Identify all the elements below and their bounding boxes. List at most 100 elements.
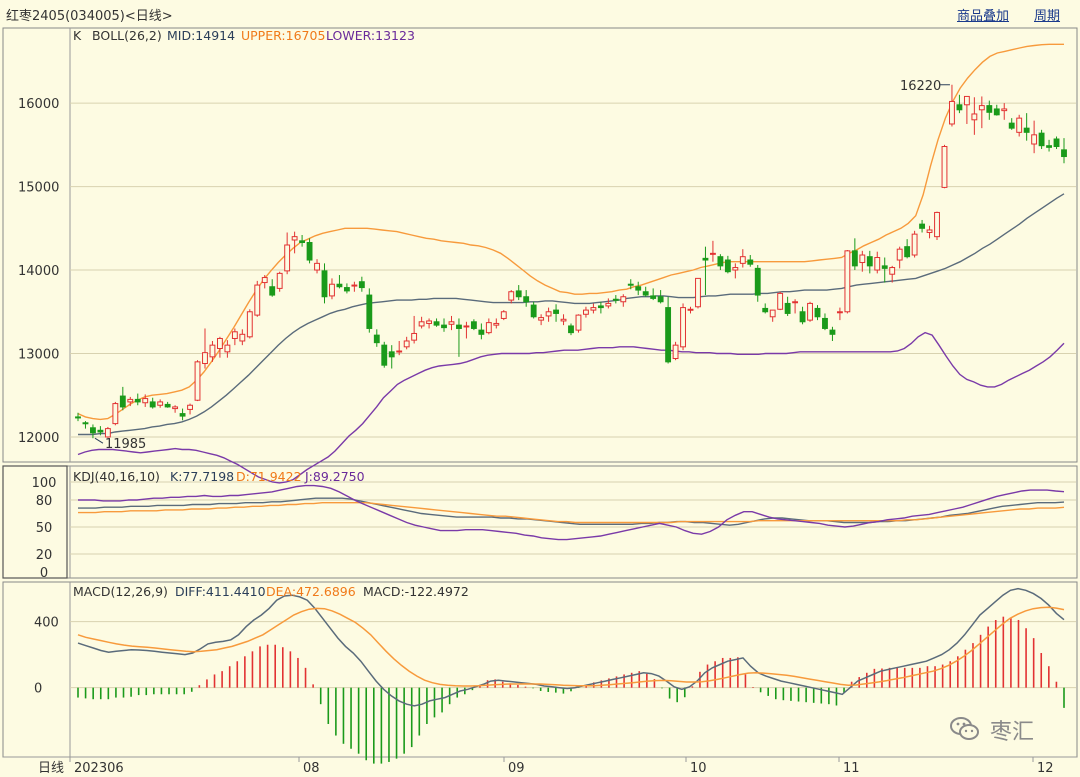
candle-body — [792, 301, 799, 304]
candle-body — [993, 108, 1000, 116]
y-tick-label: 13000 — [18, 348, 59, 363]
candle-body — [911, 233, 918, 256]
candle-body — [224, 344, 231, 353]
panel-frames — [2, 27, 1078, 758]
candle-body — [560, 318, 567, 322]
macd-diff-line — [77, 587, 1065, 707]
candle-body — [904, 246, 911, 258]
candle-body — [956, 104, 963, 111]
boll-k-label: K — [73, 28, 82, 43]
candle-body — [1053, 138, 1060, 148]
candle-body — [119, 395, 126, 408]
candle-body — [433, 321, 440, 326]
candle-body — [97, 429, 104, 433]
candle-body — [172, 406, 179, 410]
candle-body — [829, 329, 836, 335]
kdj-y-tick-label: 100 — [32, 476, 57, 491]
period-label: 日线 — [38, 761, 64, 776]
candle-body — [291, 236, 298, 241]
candle-body — [1046, 145, 1052, 148]
candle-body — [470, 321, 477, 329]
candle-body — [1031, 134, 1038, 145]
candle-body — [388, 351, 395, 358]
period-link[interactable]: 周期 — [1034, 9, 1061, 24]
candle-body — [769, 309, 776, 318]
candle-body — [807, 302, 813, 321]
macd-y-tick-label: 0 — [34, 682, 42, 697]
x-tick-label: 11 — [843, 761, 860, 776]
candle-body — [859, 254, 866, 264]
boll-mid-line — [78, 193, 1065, 436]
candle-body — [754, 267, 761, 296]
y-tick-label: 15000 — [18, 181, 59, 196]
candle-body — [343, 287, 350, 292]
kdj-panel — [78, 484, 1065, 541]
kdj-j-line — [78, 484, 1065, 541]
candle-body — [104, 428, 111, 438]
candle-body — [336, 283, 343, 288]
candle-body — [149, 401, 156, 408]
candle-body — [157, 401, 164, 406]
candle-body — [500, 311, 507, 319]
candle-body — [777, 292, 784, 310]
boll-label: BOLL(26,2) — [92, 28, 162, 43]
candle-body — [396, 350, 403, 353]
candle-body — [209, 344, 216, 358]
panel-frame — [2, 581, 1078, 758]
candle-body — [941, 146, 948, 188]
candle-body — [254, 284, 261, 316]
candle-body — [739, 256, 746, 264]
candle-body — [299, 240, 306, 243]
candle-body — [709, 252, 716, 255]
candle-body — [493, 322, 500, 326]
candle-body — [373, 334, 380, 344]
candle-body — [418, 321, 425, 327]
candle-body — [1016, 117, 1023, 133]
candle-body — [590, 307, 597, 311]
candle-body — [822, 317, 828, 329]
candle-body — [978, 105, 985, 111]
kdj-label: KDJ(40,16,10) — [73, 469, 160, 484]
panel-frame — [2, 465, 1078, 579]
x-tick-label: 09 — [508, 761, 525, 776]
candle-body — [568, 325, 574, 334]
overlay-commodity-link[interactable]: 商品叠加 — [957, 9, 1010, 24]
candle-body — [844, 250, 851, 313]
axes: 16000 15000 14000 13000 12000 100 80 50 20 0 400 0 日… — [18, 97, 1054, 776]
candle-body — [463, 325, 470, 328]
kdj-y-tick-label: 50 — [36, 521, 53, 536]
candle-body — [134, 398, 141, 403]
candle-body — [82, 422, 89, 425]
candle-body — [889, 267, 896, 275]
candle-body — [179, 413, 186, 417]
candle-body — [239, 333, 246, 342]
candle-body — [269, 286, 276, 296]
candle-body — [216, 337, 223, 349]
candle-body — [142, 398, 149, 404]
macd-label: MACD(12,26,9) — [73, 584, 168, 599]
candle-body — [612, 298, 619, 301]
candle-body — [665, 307, 672, 363]
macd-panel — [77, 587, 1065, 764]
candle-body — [866, 256, 873, 267]
candle-body — [672, 344, 679, 360]
candle-body — [642, 291, 649, 296]
candle-body — [836, 311, 843, 314]
candle-body — [358, 281, 365, 289]
candle-body — [881, 265, 888, 269]
kdj-y-tick-label: 0 — [40, 566, 48, 581]
candle-body — [553, 309, 559, 314]
candle-body — [90, 427, 96, 434]
candle-body — [530, 304, 537, 318]
boll-lower-value: LOWER:13123 — [326, 28, 415, 43]
macd-y-tick-label: 400 — [34, 616, 59, 631]
candle-body — [1023, 127, 1030, 133]
candle-body — [934, 211, 940, 238]
candle-body — [276, 272, 283, 289]
y-tick-label: 16000 — [18, 97, 59, 112]
candle-body — [963, 95, 970, 106]
candle-body — [321, 270, 328, 298]
wechat-icon — [950, 717, 979, 740]
x-tick-label: 10 — [690, 761, 707, 776]
